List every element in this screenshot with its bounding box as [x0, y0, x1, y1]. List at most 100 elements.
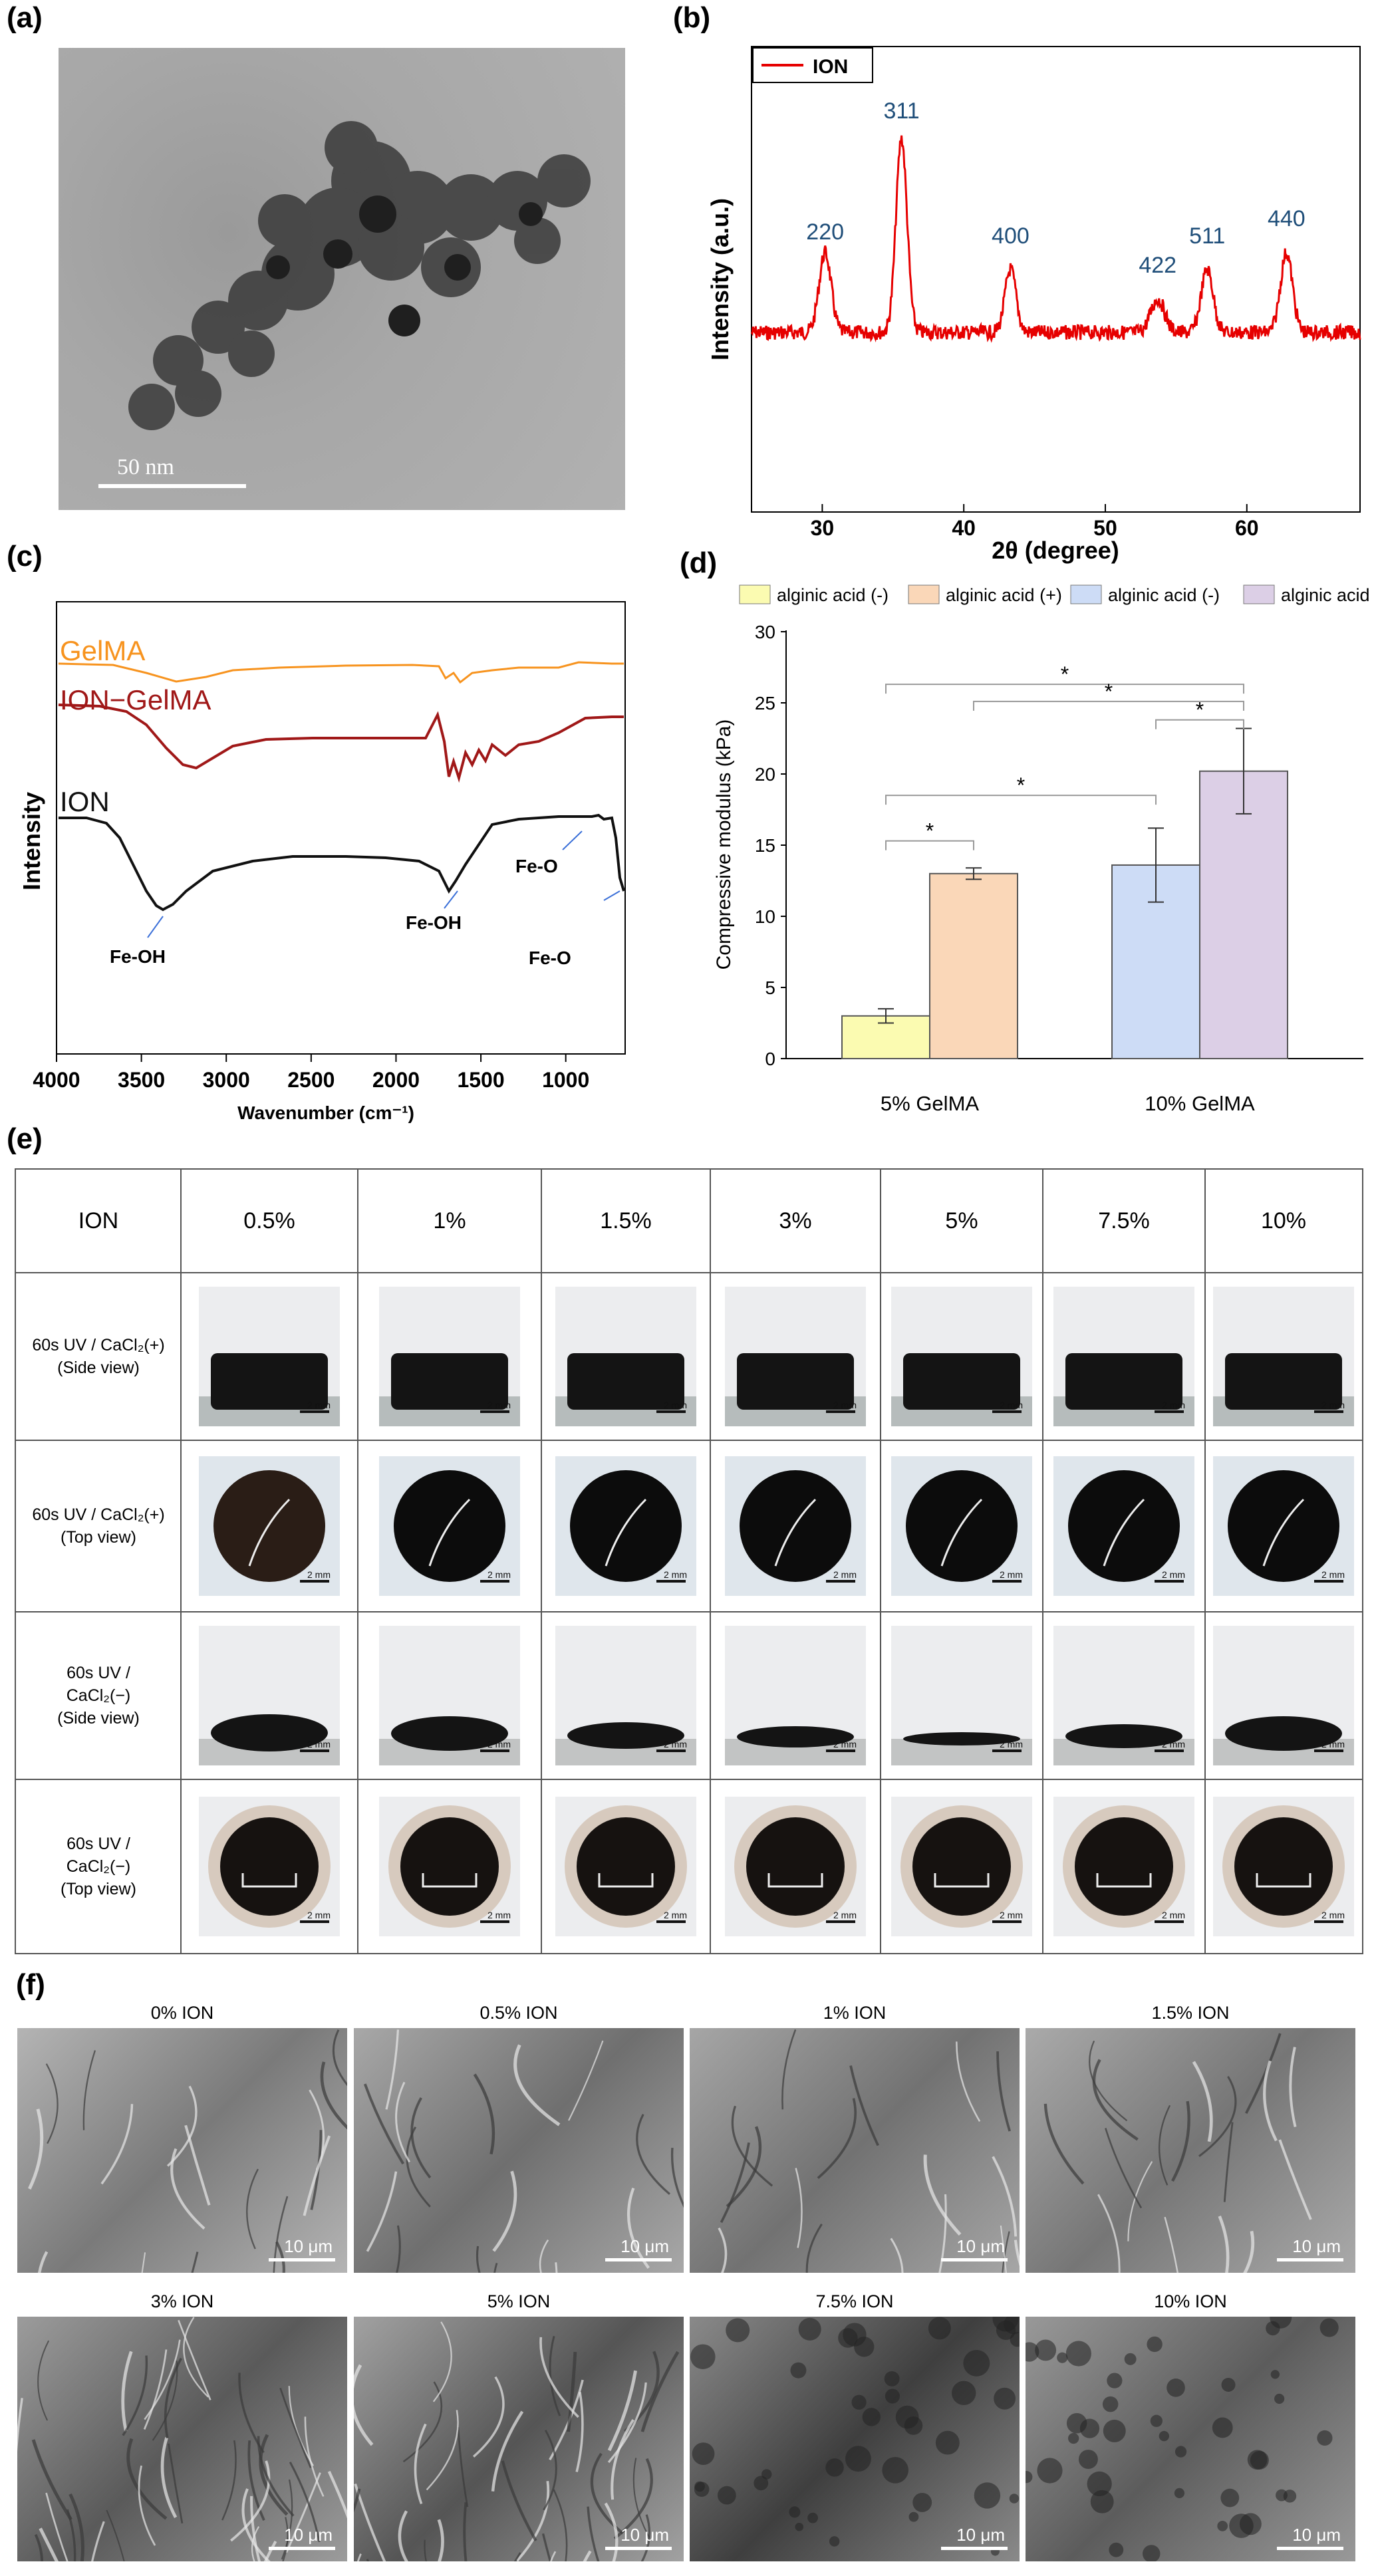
row-label-line: 60s UV /	[67, 1664, 130, 1682]
ftir-series-ion-gelma	[58, 704, 624, 783]
photo-scale-label: 2 mm	[487, 1569, 511, 1580]
modulus-ytick: 0	[765, 1049, 775, 1069]
table-header-cell: 0.5%	[243, 1208, 295, 1233]
significance-bracket	[885, 795, 1157, 805]
sem-image: 10 μm	[690, 2317, 1020, 2561]
panel-d-label: (d)	[680, 547, 718, 579]
hydrogel-top-photo: 2 mm	[379, 1796, 520, 1936]
ftir-annot-feo-1: Fe-O	[515, 856, 558, 876]
sem-image-label: 1% ION	[823, 2003, 887, 2023]
hydrogel-side-photo: 2 mm	[891, 1626, 1032, 1765]
hydrogel-side-photo: 2 mm	[1213, 1287, 1354, 1426]
xrd-series-ion	[750, 135, 1361, 343]
tem-image: 50 nm	[59, 48, 625, 510]
sem-image-label: 3% ION	[150, 2291, 214, 2311]
table-grid-lines	[16, 1170, 1362, 1953]
panel-b-label: (b)	[673, 1, 711, 34]
modulus-bar-chart: alginic acid (-) alginic acid (+) alginic …	[713, 584, 1370, 1115]
ftir-label-gelma: GelMA	[60, 635, 145, 666]
photo-scale-label: 2 mm	[1000, 1400, 1023, 1410]
modulus-legend-label: alginic acid (-)	[777, 585, 889, 605]
table-header-cell: 1.5%	[600, 1208, 652, 1233]
ftir-annot-feo-2: Fe-O	[529, 948, 571, 968]
hydrogel-side-photo: 2 mm	[1213, 1626, 1354, 1765]
hydrogel-side-photo: 2 mm	[379, 1626, 520, 1765]
photo-scale-label: 2 mm	[664, 1569, 687, 1580]
row-label-line: 60s UV /	[67, 1834, 130, 1853]
sem-scale-label: 10 μm	[620, 2236, 669, 2256]
row-label-line: 60s UV / CaCl₂(+)	[32, 1336, 165, 1354]
ftir-xtick: 2500	[287, 1068, 335, 1092]
significance-bracket	[973, 700, 1244, 711]
sem-image-label: 5% ION	[487, 2291, 551, 2311]
modulus-ytick: 30	[755, 622, 775, 642]
modulus-legend-swatch	[1243, 584, 1275, 604]
hydrogel-top-photo: 2 mm	[555, 1456, 696, 1596]
photo-scale-label: 2 mm	[833, 1739, 857, 1749]
sem-scale-label: 10 μm	[956, 2525, 1005, 2545]
xrd-xtick: 50	[1093, 516, 1117, 540]
hydrogel-top-photo: 2 mm	[199, 1456, 340, 1596]
ftir-xtick: 2000	[372, 1068, 420, 1092]
photo-scale-label: 2 mm	[1000, 1739, 1023, 1749]
photo-scale-label: 2 mm	[1321, 1909, 1345, 1920]
row-label-line: 60s UV / CaCl₂(+)	[32, 1505, 165, 1524]
photo-scale-label: 2 mm	[664, 1909, 687, 1920]
photo-scale-label: 2 mm	[664, 1400, 687, 1410]
photo-scale-label: 2 mm	[487, 1909, 511, 1920]
hydrogel-side-photo: 2 mm	[199, 1626, 340, 1765]
sem-image: 10 μm	[1026, 2028, 1355, 2273]
hydrogel-top-photo: 2 mm	[891, 1456, 1032, 1596]
ftir-xtick: 1500	[457, 1068, 504, 1092]
sem-scale-label: 10 μm	[284, 2236, 333, 2256]
row-label-line: (Top view)	[61, 1879, 136, 1898]
hydrogel-top-photo: 2 mm	[725, 1796, 866, 1936]
hydrogel-top-photo: 2 mm	[725, 1456, 866, 1596]
modulus-legend-swatch	[908, 584, 940, 604]
xrd-peak-label-440: 440	[1268, 206, 1306, 231]
significance-bracket	[885, 840, 974, 850]
xrd-peak-label-422: 422	[1139, 253, 1176, 278]
modulus-legend-label: alginic acid (+)	[946, 585, 1062, 605]
ftir-ylabel: Intensity	[18, 792, 45, 890]
hydrogel-top-photo: 2 mm	[199, 1796, 340, 1936]
hydrogel-side-photo: 2 mm	[555, 1287, 696, 1426]
xrd-peak-label-400: 400	[992, 223, 1030, 249]
ftir-xtick: 3500	[118, 1068, 165, 1092]
significance-bracket	[885, 684, 1244, 694]
xrd-peak-label-220: 220	[806, 219, 844, 245]
table-header-cell: 7.5%	[1098, 1208, 1150, 1233]
photo-scale-label: 2 mm	[833, 1569, 857, 1580]
hydrogel-side-photo: 2 mm	[1053, 1626, 1194, 1765]
hydrogel-side-photo: 2 mm	[725, 1626, 866, 1765]
ftir-label-ion: ION	[60, 786, 110, 817]
photo-scale-label: 2 mm	[487, 1739, 511, 1749]
ftir-series-ion	[59, 813, 625, 912]
xrd-peak-label-311: 311	[883, 98, 919, 124]
row-label-line: (Side view)	[57, 1709, 140, 1728]
panel-c-label: (c)	[7, 540, 43, 573]
hydrogel-side-photo: 2 mm	[891, 1287, 1032, 1426]
significance-star: *	[1196, 698, 1204, 722]
xrd-xlabel: 2θ (degree)	[992, 537, 1119, 564]
table-header-cell: 3%	[779, 1208, 812, 1233]
photo-scale-label: 2 mm	[1162, 1739, 1185, 1749]
photo-scale-label: 2 mm	[487, 1400, 511, 1410]
table-row-label: 60s UV / CaCl₂(−) (Top view)	[16, 1833, 181, 1900]
xrd-legend-label: ION	[813, 56, 848, 78]
sem-image-label: 10% ION	[1154, 2291, 1227, 2311]
sem-scale-label: 10 μm	[1292, 2236, 1341, 2256]
photo-scale-label: 2 mm	[833, 1909, 857, 1920]
panel-a-label: (a)	[7, 1, 43, 34]
sem-scale-label: 10 μm	[620, 2525, 669, 2545]
ftir-annot-feoh-2: Fe-OH	[406, 912, 462, 933]
significance-star: *	[926, 819, 934, 843]
xrd-ylabel: Intensity (a.u.)	[706, 198, 734, 360]
sem-scale-label: 10 μm	[956, 2236, 1005, 2256]
modulus-ytick: 10	[755, 906, 775, 927]
modulus-category-label: 10% GelMA	[1145, 1092, 1255, 1115]
row-label-line: (Top view)	[61, 1528, 136, 1547]
hydrogel-side-photo: 2 mm	[555, 1626, 696, 1765]
modulus-ytick: 20	[755, 764, 775, 785]
sem-image: 10 μm	[354, 2028, 684, 2273]
